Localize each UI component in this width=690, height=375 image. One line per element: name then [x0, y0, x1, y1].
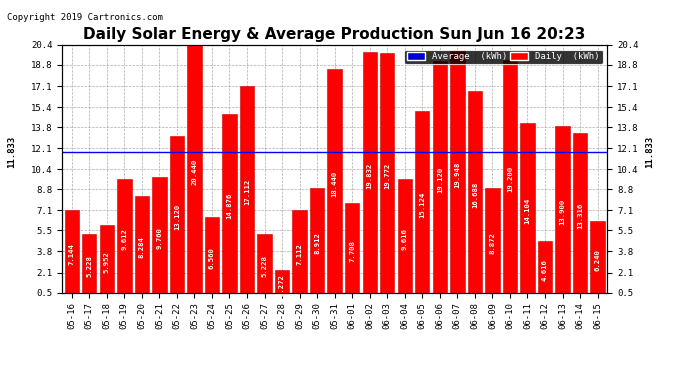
Text: 13.900: 13.900 [560, 199, 566, 225]
Text: 4.616: 4.616 [542, 259, 548, 281]
Bar [170, 135, 184, 299]
Bar [573, 133, 587, 299]
Text: 15.124: 15.124 [420, 192, 425, 218]
Text: 18.440: 18.440 [332, 171, 337, 197]
Text: 5.952: 5.952 [104, 251, 110, 273]
Text: 7.144: 7.144 [69, 243, 75, 265]
Bar [152, 177, 166, 299]
Bar [538, 241, 552, 299]
Bar [82, 234, 97, 299]
Text: 6.560: 6.560 [209, 247, 215, 269]
Text: 6.240: 6.240 [595, 249, 600, 271]
Text: 5.228: 5.228 [86, 255, 92, 277]
Bar [450, 51, 464, 299]
Bar [415, 111, 429, 299]
Text: 8.284: 8.284 [139, 236, 145, 258]
Text: 19.948: 19.948 [454, 162, 460, 188]
Bar [117, 179, 132, 299]
Bar [591, 221, 604, 299]
Text: 7.112: 7.112 [297, 243, 303, 266]
Bar [310, 188, 324, 299]
Text: 16.688: 16.688 [472, 182, 478, 208]
Bar [135, 196, 149, 299]
Bar [380, 53, 395, 299]
Bar [257, 234, 272, 299]
Bar [397, 179, 412, 299]
Text: 14.876: 14.876 [226, 193, 233, 219]
Bar [65, 210, 79, 299]
Bar [240, 86, 254, 299]
Bar [222, 114, 237, 299]
Text: 19.832: 19.832 [366, 162, 373, 189]
Legend: Average  (kWh), Daily  (kWh): Average (kWh), Daily (kWh) [404, 50, 602, 64]
Bar [99, 225, 114, 299]
Bar [433, 61, 447, 299]
Bar [328, 69, 342, 299]
Bar [345, 203, 359, 299]
Text: 9.612: 9.612 [121, 228, 128, 250]
Text: 7.708: 7.708 [349, 240, 355, 262]
Text: Copyright 2019 Cartronics.com: Copyright 2019 Cartronics.com [7, 13, 163, 22]
Bar [468, 91, 482, 299]
Text: 11.833: 11.833 [645, 135, 654, 168]
Bar [205, 217, 219, 299]
Text: 5.228: 5.228 [262, 255, 268, 277]
Text: 19.200: 19.200 [507, 166, 513, 192]
Bar [503, 60, 517, 299]
Text: 9.616: 9.616 [402, 228, 408, 250]
Bar [187, 45, 201, 299]
Text: 14.104: 14.104 [524, 198, 531, 224]
Text: 2.272: 2.272 [279, 274, 285, 296]
Bar [485, 188, 500, 299]
Text: 13.120: 13.120 [174, 204, 180, 230]
Title: Daily Solar Energy & Average Production Sun Jun 16 20:23: Daily Solar Energy & Average Production … [83, 27, 586, 42]
Text: 19.120: 19.120 [437, 167, 443, 193]
Text: 8.872: 8.872 [489, 232, 495, 255]
Bar [520, 123, 535, 299]
Text: 8.912: 8.912 [314, 232, 320, 254]
Bar [293, 210, 307, 299]
Text: 11.833: 11.833 [7, 135, 16, 168]
Bar [275, 270, 289, 299]
Text: 20.440: 20.440 [191, 159, 197, 185]
Bar [555, 126, 570, 299]
Text: 17.112: 17.112 [244, 179, 250, 206]
Text: 19.772: 19.772 [384, 163, 391, 189]
Text: 13.316: 13.316 [577, 203, 583, 229]
Bar [362, 52, 377, 299]
Text: 9.760: 9.760 [157, 227, 162, 249]
